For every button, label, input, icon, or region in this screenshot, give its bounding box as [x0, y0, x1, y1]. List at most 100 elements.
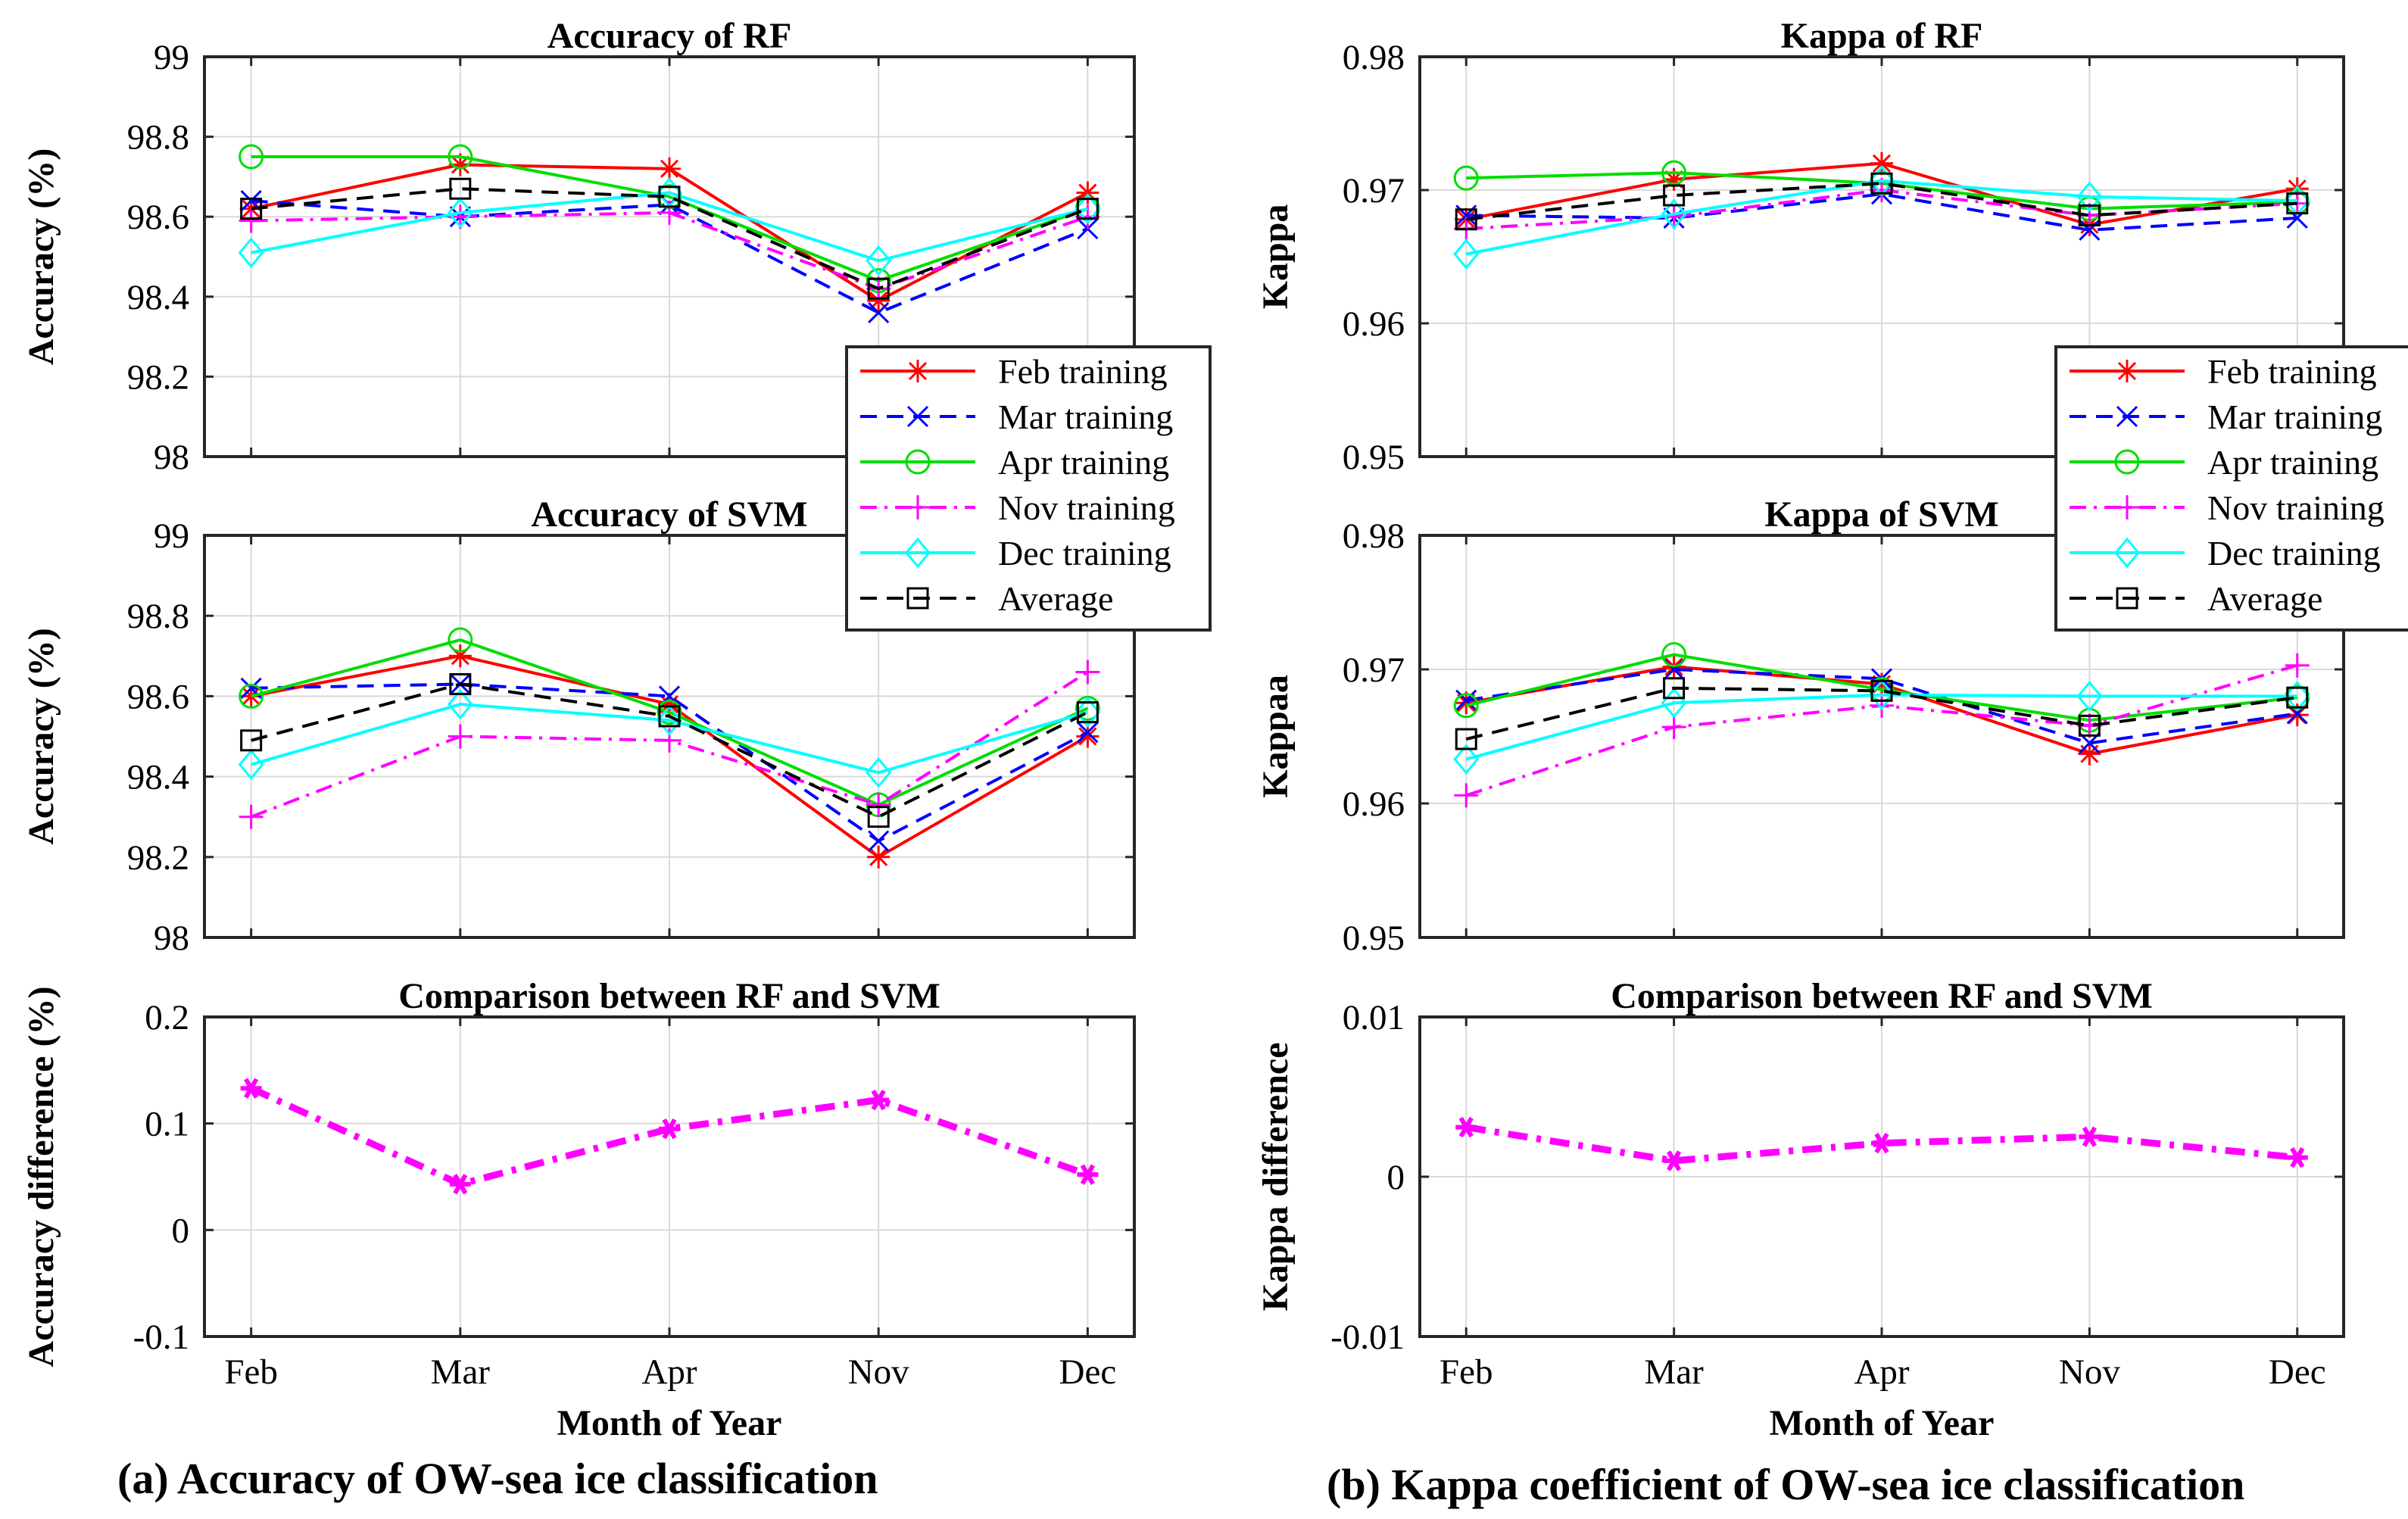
data-point-apr-training [1453, 693, 1479, 719]
y-tick-label: 98.6 [127, 677, 189, 716]
data-point-dec-training [1075, 193, 1101, 224]
data-point-difference [2286, 1147, 2308, 1168]
panel-title: Kappa of RF [1781, 16, 1983, 56]
data-point-average [1076, 701, 1099, 724]
data-point-nov-training [2285, 653, 2310, 678]
data-point-difference [868, 1090, 890, 1111]
legend-label: Dec training [998, 534, 1171, 572]
data-point-dec-training [447, 197, 473, 229]
data-point-dec-training [447, 688, 473, 720]
series-line-apr-training [251, 155, 1089, 282]
x-axis-label: Month of Year [1770, 1403, 1995, 1443]
series-line-average [1465, 686, 2298, 741]
x-tick-label: Nov [848, 1352, 909, 1392]
series-line-difference [1465, 1124, 2298, 1165]
series-line-dec-training [251, 191, 1088, 263]
legend-marker [906, 405, 929, 428]
panel-title: Accuracy of SVM [531, 494, 807, 535]
data-point-apr-training [1453, 165, 1479, 191]
y-tick-label: 98.2 [127, 838, 189, 878]
data-point-mar-training [868, 830, 890, 852]
data-point-dec-training [657, 704, 682, 736]
data-point-apr-training [239, 144, 264, 170]
chart-b-bottom: Feb Mar Apr Nov Dec -0.01 0 0.01 Comparison betw… [1255, 976, 2345, 1443]
series-line-mar-training [251, 682, 1089, 843]
data-point-difference [2079, 1126, 2101, 1147]
data-point-feb-training [867, 845, 891, 869]
y-tick-label: 0.2 [145, 998, 189, 1037]
data-point-nov-training [1870, 693, 1894, 718]
x-tick-label: Mar [1644, 1352, 1704, 1392]
legend-box [845, 345, 1212, 632]
legend-label: Feb training [998, 352, 1168, 391]
series-line-dec-training [1465, 179, 2297, 256]
data-point-dec-training [1075, 697, 1101, 728]
y-tick-label: 0 [1387, 1158, 1405, 1197]
data-point-nov-training [1454, 783, 1479, 808]
data-point-nov-training [1661, 715, 1686, 740]
legend-label: Average [998, 579, 1113, 618]
data-point-dec-training [1661, 198, 1687, 230]
data-point-average [2078, 204, 2101, 226]
legend-label: Mar training [2207, 398, 2382, 436]
axes-box [203, 534, 1136, 939]
series-line-difference [249, 1085, 1089, 1188]
series-line-apr-training [251, 638, 1089, 806]
y-tick-label: 98.8 [127, 597, 189, 636]
y-tick-label: 0.97 [1343, 171, 1405, 211]
legend-label: Apr training [998, 443, 1169, 482]
legend-box [2054, 345, 2408, 632]
data-point-average [1455, 208, 1477, 231]
legend-marker [906, 360, 929, 382]
data-point-nov-training [239, 208, 264, 233]
legend-marker [2114, 449, 2140, 475]
data-point-difference [659, 1118, 680, 1140]
y-tick-label: 98.2 [127, 357, 189, 397]
data-point-average [2078, 714, 2101, 737]
data-point-feb-training [1076, 181, 1100, 204]
series-line-mar-training [1465, 667, 2298, 745]
panel-title: Comparison between RF and SVM [1611, 976, 2153, 1016]
data-point-mar-training [1455, 689, 1477, 711]
data-point-dec-training [238, 237, 264, 269]
data-point-average [2286, 192, 2309, 215]
data-point-average [658, 186, 681, 208]
data-point-dec-training [2284, 681, 2310, 712]
axes-box [1418, 1015, 2345, 1338]
x-tick-label: Feb [224, 1352, 278, 1392]
y-tick-label: 0 [172, 1211, 190, 1250]
data-point-average [867, 277, 890, 300]
y-tick-label: 98.4 [127, 278, 189, 317]
data-point-average [1455, 728, 1477, 750]
y-axis-label: Accuracy difference (%) [21, 987, 61, 1368]
chart-b-top: 0.95 0.96 0.97 0.98 Kappa of RF Kappa [1255, 16, 2345, 477]
data-point-difference [1871, 1133, 1892, 1154]
data-point-apr-training [448, 627, 473, 653]
y-tick-label: 98.6 [127, 198, 189, 237]
y-axis-label: Kappa [1255, 204, 1296, 310]
panel-title: Comparison between RF and SVM [398, 976, 940, 1016]
x-tick-label: Apr [641, 1352, 697, 1392]
legend-marker [2116, 587, 2138, 610]
data-point-average [449, 672, 472, 695]
legend-label: Apr training [2207, 443, 2378, 482]
y-tick-label: 98 [154, 438, 189, 477]
data-point-feb-training [1076, 725, 1100, 748]
legend-marker [2116, 360, 2138, 382]
legend-label: Feb training [2207, 352, 2377, 391]
y-tick-label: 0.95 [1343, 438, 1405, 477]
data-point-average [1663, 677, 1686, 700]
x-tick-label: Mar [431, 1352, 491, 1392]
panel-title: Kappa of SVM [1764, 494, 1998, 535]
data-point-feb-training [1870, 151, 1893, 175]
y-tick-label: 0.97 [1343, 650, 1405, 690]
data-point-dec-training [1453, 744, 1480, 775]
legend-label: Nov training [2207, 488, 2385, 527]
data-point-feb-training [658, 157, 681, 180]
data-point-average [1870, 679, 1893, 702]
x-tick-label: Feb [1439, 1352, 1493, 1392]
data-point-average [2286, 686, 2309, 709]
legend-marker [2116, 405, 2138, 428]
data-point-mar-training [868, 301, 890, 323]
